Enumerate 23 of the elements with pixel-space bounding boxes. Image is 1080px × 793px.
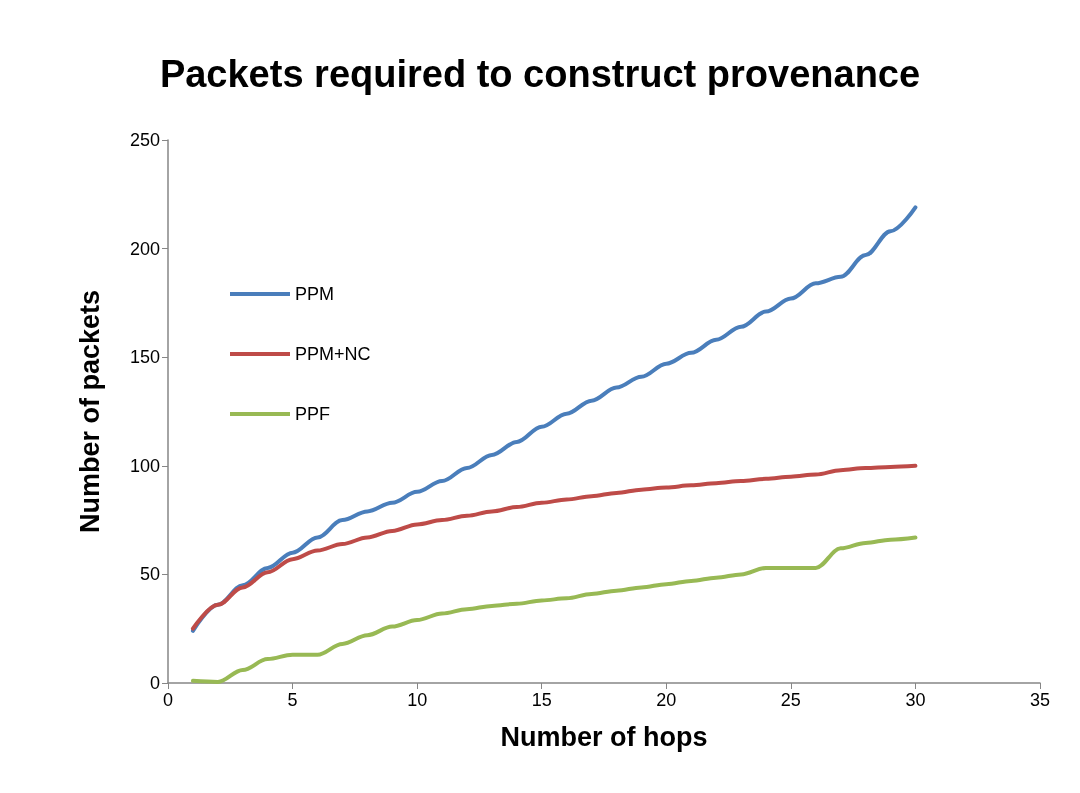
y-tick-label: 100: [129, 455, 160, 476]
x-tick-label: 15: [531, 690, 552, 710]
line-series: [190, 205, 918, 633]
x-tick-label: 30: [905, 690, 926, 710]
x-tick-label: 35: [1029, 690, 1051, 710]
x-tick-label: 10: [407, 690, 428, 710]
y-tick-label: 0: [149, 673, 160, 693]
y-tick-label: 50: [139, 564, 160, 585]
y-tick-label: 200: [129, 238, 160, 259]
y-tick-label: 250: [129, 130, 160, 150]
legend-label: PPM+NC: [295, 344, 371, 364]
line-series: [190, 535, 918, 684]
x-axis-title: Number of hops: [500, 721, 708, 752]
y-axis-title: Number of packets: [74, 289, 105, 534]
x-tick-label: 5: [287, 690, 298, 710]
x-tick-label: 0: [162, 690, 174, 710]
legend-label: PPF: [295, 404, 331, 424]
x-tick-label: 20: [656, 690, 677, 710]
y-tick-label: 150: [129, 347, 160, 368]
chart-title: Packets required to construct provenance: [159, 53, 921, 95]
legend-label: PPM: [295, 284, 335, 304]
line-series: [190, 463, 918, 631]
x-tick-label: 25: [780, 690, 801, 710]
